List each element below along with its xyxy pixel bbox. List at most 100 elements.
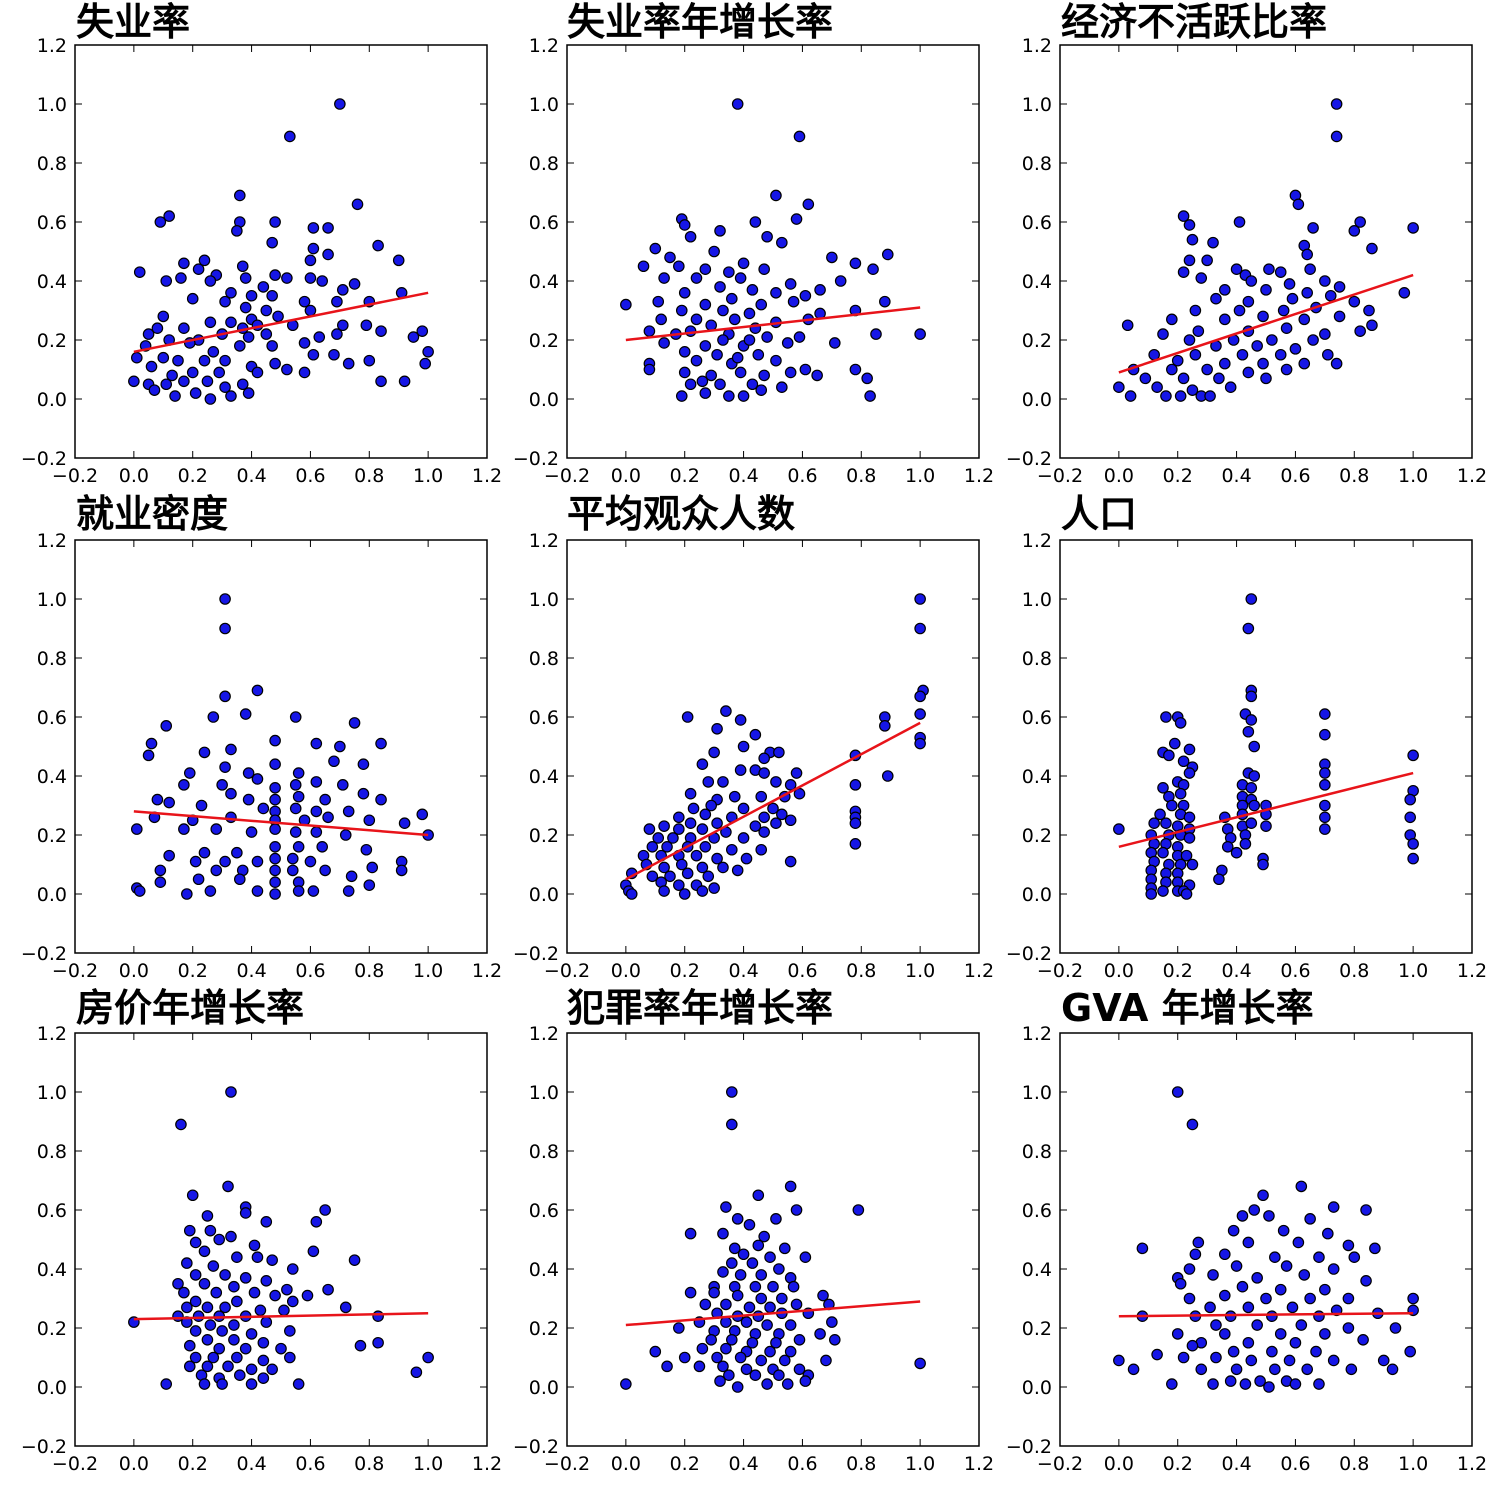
- data-point: [272, 310, 284, 323]
- data-point: [731, 1213, 744, 1225]
- y-tick-label: −0.2: [1006, 943, 1052, 965]
- data-point: [298, 295, 311, 308]
- data-point: [260, 304, 273, 317]
- data-point: [163, 210, 175, 222]
- y-tick-label: 1.0: [529, 94, 559, 116]
- y-tick-label: 0.2: [529, 825, 559, 847]
- x-tick-label: 0.4: [236, 960, 266, 982]
- data-point: [1201, 254, 1213, 267]
- data-point: [348, 1254, 361, 1266]
- data-point: [1213, 873, 1225, 886]
- scatter-panel: −0.2−0.2 0.0 0.0 0.2 0.2 0.4 0.4 0.6 0.6 0.8 0.8 1.…: [1006, 1023, 1487, 1475]
- data-point: [1183, 767, 1196, 779]
- data-point: [1280, 363, 1293, 376]
- data-point: [696, 1342, 709, 1355]
- x-tick-label: 0.8: [846, 960, 876, 982]
- data-point: [1286, 292, 1299, 305]
- data-point: [1319, 767, 1331, 779]
- data-point: [773, 746, 785, 759]
- data-point: [667, 832, 679, 844]
- data-point: [1266, 1310, 1278, 1322]
- data-point: [245, 1328, 258, 1340]
- data-point: [1192, 1236, 1205, 1249]
- data-point: [758, 752, 770, 765]
- data-point: [661, 1360, 673, 1373]
- scatter-panel: −0.2−0.2 0.0 0.0 0.2 0.2 0.4 0.4 0.6 0.6 0.8 0.8 1.…: [1006, 530, 1487, 982]
- data-point: [345, 870, 358, 883]
- data-point: [1239, 838, 1252, 850]
- data-point: [172, 1277, 184, 1290]
- data-point: [1407, 1292, 1419, 1305]
- x-tick-label: 0.0: [611, 960, 641, 982]
- data-point: [331, 328, 343, 340]
- data-point: [189, 1295, 202, 1308]
- data-point: [310, 737, 323, 750]
- data-point: [260, 1316, 273, 1328]
- data-point: [348, 717, 361, 729]
- x-tick-label: 0.2: [178, 960, 208, 982]
- data-point: [637, 260, 650, 273]
- data-point: [723, 1369, 735, 1381]
- data-point: [740, 1363, 753, 1376]
- y-tick-label: 0.8: [1022, 648, 1052, 670]
- plot-frame: [566, 539, 980, 954]
- data-point: [849, 779, 862, 791]
- data-point: [767, 1280, 779, 1293]
- data-point: [678, 888, 691, 900]
- data-point: [407, 331, 420, 343]
- data-point: [1171, 1086, 1184, 1098]
- data-point: [723, 390, 735, 402]
- data-point: [690, 272, 703, 284]
- data-point: [201, 1301, 214, 1314]
- x-tick-label: 0.4: [728, 465, 758, 487]
- data-point: [1160, 390, 1172, 402]
- data-point: [151, 322, 164, 334]
- data-point: [210, 1286, 223, 1299]
- data-point: [204, 885, 217, 897]
- data-point: [1369, 1242, 1381, 1255]
- data-point: [181, 888, 193, 900]
- data-point: [189, 1325, 202, 1337]
- regression-line: [1118, 771, 1414, 849]
- y-tick-label: 0.4: [1022, 766, 1052, 788]
- data-point: [1269, 1251, 1281, 1263]
- data-point: [284, 1351, 296, 1364]
- data-point: [157, 310, 170, 323]
- data-point: [1186, 1339, 1199, 1352]
- y-tick-label: 1.2: [37, 35, 67, 57]
- data-point: [1245, 275, 1258, 287]
- data-point: [870, 328, 882, 340]
- data-point: [1319, 1328, 1331, 1340]
- data-point: [286, 852, 299, 865]
- data-point: [820, 1354, 832, 1367]
- x-tick-label: 1.0: [1398, 960, 1428, 982]
- data-point: [281, 272, 293, 284]
- data-point: [360, 319, 373, 332]
- data-point: [286, 864, 299, 877]
- data-point: [1157, 781, 1169, 794]
- data-point: [1266, 334, 1278, 346]
- data-point: [248, 1239, 261, 1252]
- y-tick-label: 0.0: [1022, 1377, 1052, 1399]
- data-point: [1295, 1319, 1308, 1331]
- data-point: [690, 849, 703, 862]
- data-point: [1377, 1354, 1390, 1367]
- data-point: [1280, 322, 1293, 334]
- x-tick-label: 0.4: [1221, 1453, 1251, 1475]
- data-point: [322, 811, 334, 824]
- data-point: [225, 316, 237, 329]
- data-point: [1398, 286, 1411, 299]
- data-point: [239, 272, 252, 284]
- panel-title-population: 人口: [1061, 492, 1138, 536]
- data-point: [254, 1304, 267, 1317]
- data-point: [1407, 838, 1419, 850]
- data-point: [319, 793, 331, 806]
- y-tick-label: 0.6: [37, 212, 67, 234]
- x-tick-label: 0.8: [1339, 960, 1369, 982]
- x-tick-label: 0.4: [1221, 465, 1251, 487]
- data-point: [737, 802, 750, 815]
- x-tick-label: 0.2: [670, 465, 700, 487]
- data-point: [1157, 328, 1169, 340]
- data-point: [1327, 1201, 1340, 1213]
- y-tick-label: 0.0: [529, 884, 559, 906]
